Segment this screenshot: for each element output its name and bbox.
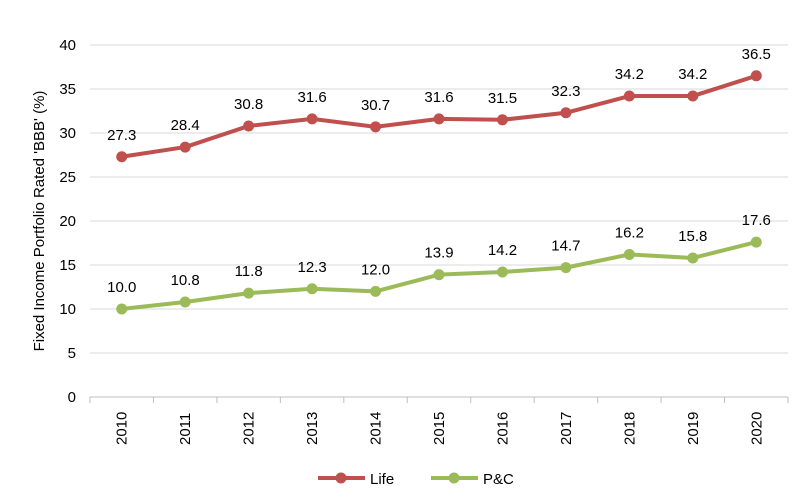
data-point [179, 296, 191, 308]
data-label: 28.4 [171, 117, 200, 134]
data-label: 31.5 [488, 90, 517, 107]
y-tick-label: 10 [59, 301, 76, 318]
x-tick-label: 2011 [177, 413, 194, 445]
data-label: 32.3 [551, 83, 580, 100]
y-tick-label: 40 [59, 37, 76, 54]
data-point [370, 121, 382, 133]
data-point [560, 262, 572, 274]
data-label: 34.2 [615, 66, 644, 83]
data-label: 27.3 [107, 127, 136, 144]
data-point [306, 283, 318, 295]
legend-label: Life [370, 471, 394, 488]
data-label: 17.6 [742, 212, 771, 229]
data-label: 34.2 [678, 66, 707, 83]
data-label: 12.3 [297, 259, 326, 276]
x-tick-label: 2017 [558, 412, 575, 445]
x-tick-label: 2020 [748, 412, 765, 445]
y-tick-label: 25 [59, 169, 76, 186]
x-tick-label: 2012 [241, 412, 258, 445]
data-point [750, 236, 762, 248]
x-tick-label: 2015 [431, 412, 448, 445]
data-point [116, 151, 128, 163]
data-point [243, 287, 255, 299]
data-label: 13.9 [424, 245, 453, 262]
data-label: 14.7 [551, 238, 580, 255]
data-label: 31.6 [297, 89, 326, 106]
data-point [243, 120, 255, 132]
data-point [687, 252, 699, 264]
y-tick-label: 30 [59, 125, 76, 142]
data-label: 30.8 [234, 96, 263, 113]
y-axis-label: Fixed Income Portfolio Rated 'BBB' (%) [31, 91, 48, 352]
y-tick-label: 5 [68, 345, 76, 362]
data-point [306, 113, 318, 125]
data-point [496, 114, 508, 126]
data-point [179, 141, 191, 153]
data-point [370, 285, 382, 297]
y-tick-label: 15 [59, 257, 76, 274]
x-tick-label: 2016 [494, 412, 511, 445]
y-tick-label: 20 [59, 213, 76, 230]
data-label: 15.8 [678, 228, 707, 245]
data-point [433, 113, 445, 125]
y-tick-label: 35 [59, 81, 76, 98]
legend-marker [335, 472, 347, 484]
x-tick-label: 2010 [114, 412, 131, 445]
data-point [116, 303, 128, 315]
data-point [623, 90, 635, 102]
legend-marker [448, 472, 460, 484]
data-point [433, 269, 445, 281]
data-label: 10.8 [171, 272, 200, 289]
data-point [750, 70, 762, 82]
x-tick-label: 2019 [685, 412, 702, 445]
data-point [623, 248, 635, 260]
data-label: 30.7 [361, 97, 390, 114]
y-tick-label: 0 [68, 389, 76, 406]
data-label: 31.6 [424, 89, 453, 106]
data-point [496, 266, 508, 278]
data-label: 14.2 [488, 242, 517, 259]
x-tick-label: 2018 [621, 412, 638, 445]
data-label: 16.2 [615, 224, 644, 241]
data-label: 12.0 [361, 261, 390, 278]
data-label: 10.0 [107, 279, 136, 296]
data-point [687, 90, 699, 102]
data-label: 11.8 [235, 263, 263, 280]
x-tick-label: 2013 [304, 412, 321, 445]
legend-label: P&C [483, 471, 514, 488]
data-label: 36.5 [742, 46, 771, 63]
x-tick-label: 2014 [368, 412, 385, 445]
data-point [560, 107, 572, 119]
